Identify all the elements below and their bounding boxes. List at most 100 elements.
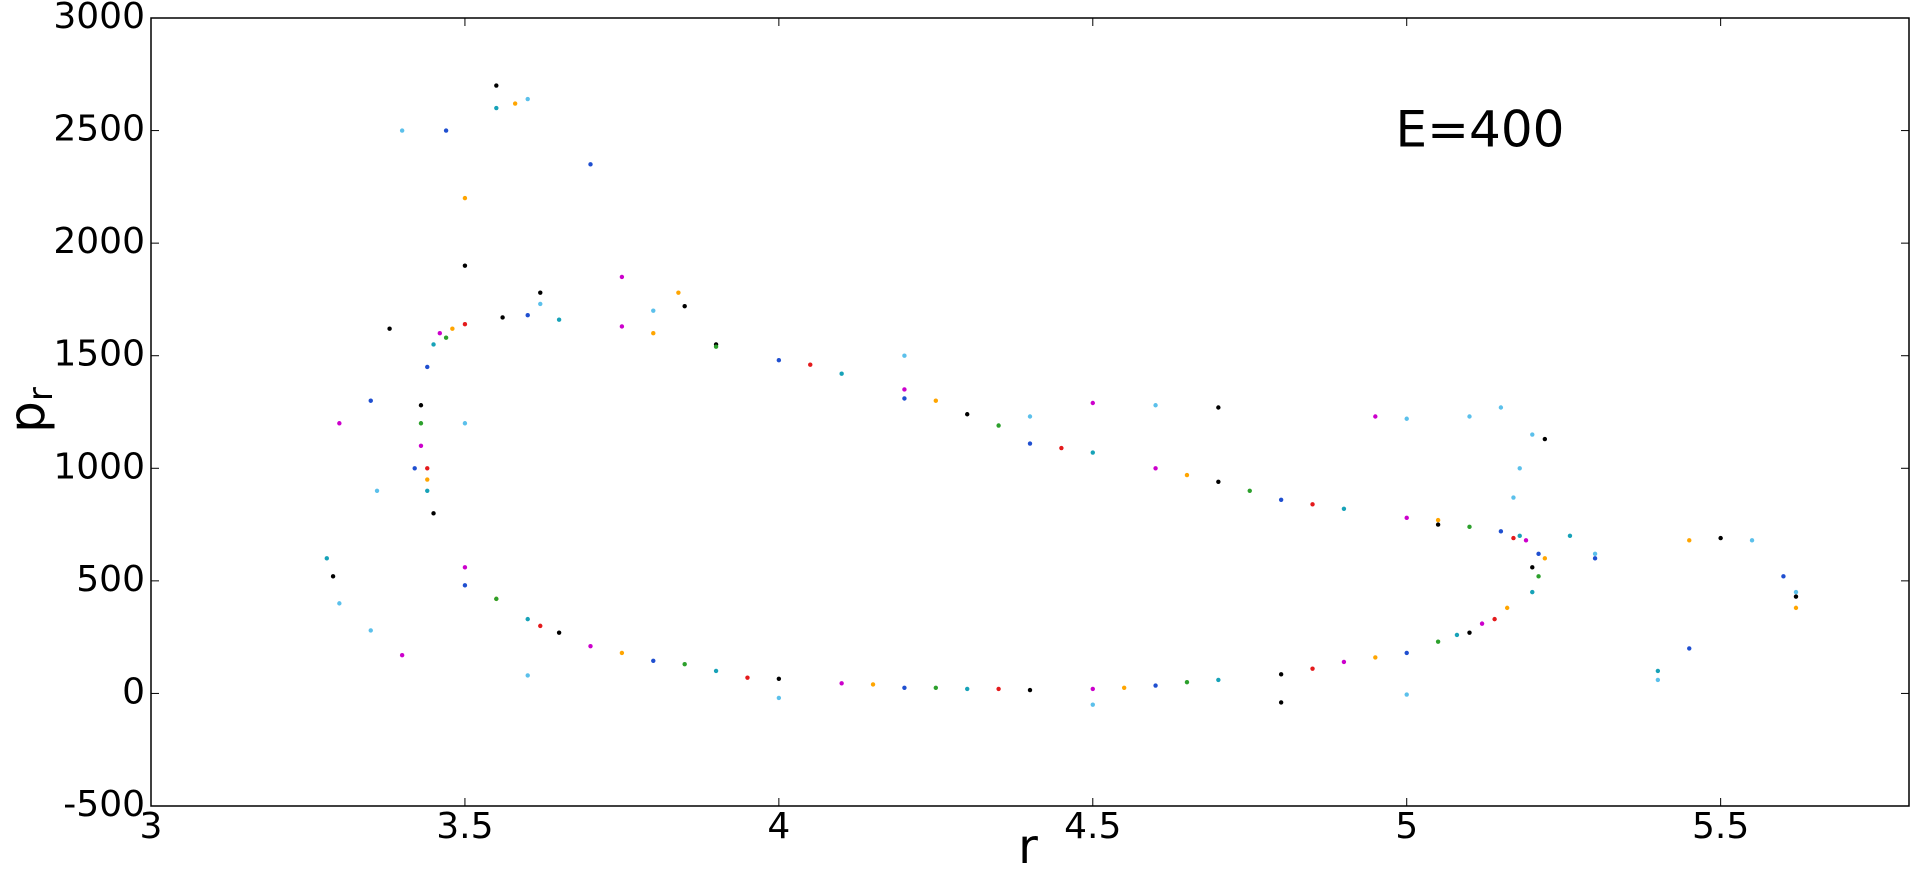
point bbox=[538, 623, 543, 629]
point bbox=[1523, 538, 1529, 543]
point bbox=[588, 643, 593, 649]
point bbox=[996, 686, 1001, 692]
x-tick-label: 3 bbox=[140, 806, 163, 847]
point bbox=[450, 326, 455, 331]
point bbox=[1027, 414, 1033, 419]
point bbox=[1536, 574, 1541, 579]
point bbox=[682, 661, 687, 667]
point bbox=[1153, 403, 1158, 408]
point bbox=[1435, 517, 1441, 523]
y-label-base: p bbox=[0, 401, 56, 433]
point bbox=[1517, 466, 1522, 471]
point bbox=[525, 673, 530, 678]
annotation: E=400 bbox=[1396, 101, 1565, 159]
point bbox=[330, 574, 336, 579]
point bbox=[1090, 686, 1095, 692]
point bbox=[1404, 692, 1409, 697]
point bbox=[933, 685, 939, 690]
point bbox=[1216, 479, 1221, 484]
point bbox=[839, 681, 844, 686]
point bbox=[425, 488, 430, 493]
point bbox=[619, 650, 625, 656]
point bbox=[902, 685, 907, 690]
point bbox=[965, 686, 970, 692]
point bbox=[1090, 450, 1095, 455]
point bbox=[1592, 551, 1598, 557]
point bbox=[443, 128, 449, 133]
point bbox=[619, 274, 625, 280]
y-tick-label: 1000 bbox=[53, 446, 145, 487]
point bbox=[776, 358, 782, 363]
point bbox=[494, 105, 499, 111]
point bbox=[462, 421, 468, 426]
point bbox=[839, 371, 844, 376]
point bbox=[676, 290, 681, 295]
point bbox=[1278, 700, 1284, 705]
point bbox=[1530, 589, 1535, 595]
point bbox=[1153, 683, 1158, 688]
point bbox=[1216, 405, 1221, 410]
point bbox=[776, 695, 782, 701]
point bbox=[1341, 506, 1347, 512]
point bbox=[1059, 445, 1064, 451]
point bbox=[1517, 533, 1522, 539]
point bbox=[1793, 594, 1799, 599]
y-tick-label: -500 bbox=[63, 784, 145, 825]
point bbox=[1278, 497, 1284, 503]
x-tick-label: 4.5 bbox=[1064, 806, 1121, 847]
point bbox=[1530, 565, 1535, 570]
point bbox=[1687, 538, 1692, 543]
point bbox=[1781, 574, 1786, 579]
point bbox=[431, 511, 436, 516]
point bbox=[462, 321, 468, 327]
point bbox=[1121, 685, 1127, 690]
point bbox=[462, 195, 468, 201]
point bbox=[399, 128, 405, 133]
point bbox=[412, 466, 417, 471]
point bbox=[1793, 589, 1799, 595]
plot-frame bbox=[150, 17, 1910, 807]
point bbox=[1090, 702, 1095, 707]
point bbox=[808, 362, 813, 367]
point bbox=[1655, 668, 1661, 674]
x-tick-label: 3.5 bbox=[436, 806, 493, 847]
point bbox=[619, 324, 625, 329]
point bbox=[431, 342, 436, 347]
point bbox=[462, 263, 468, 268]
point bbox=[1310, 502, 1315, 507]
point bbox=[1454, 632, 1460, 638]
point bbox=[1467, 524, 1472, 530]
x-tick-label: 5 bbox=[1395, 806, 1418, 847]
point bbox=[1511, 535, 1516, 541]
point bbox=[1373, 655, 1378, 660]
point bbox=[902, 396, 907, 401]
point bbox=[418, 443, 424, 448]
point bbox=[387, 326, 392, 331]
point bbox=[902, 387, 907, 392]
point bbox=[512, 101, 518, 106]
y-tick-label: 2500 bbox=[53, 109, 145, 150]
point bbox=[538, 301, 543, 307]
point bbox=[556, 317, 562, 322]
point bbox=[1492, 616, 1497, 622]
point bbox=[1153, 466, 1158, 471]
point bbox=[1793, 605, 1799, 611]
point bbox=[462, 565, 468, 570]
point bbox=[1404, 515, 1409, 521]
point bbox=[965, 412, 970, 417]
point bbox=[682, 303, 687, 309]
y-axis-label: pr bbox=[0, 387, 61, 433]
point bbox=[1373, 414, 1378, 419]
point bbox=[425, 477, 430, 482]
point bbox=[1718, 535, 1723, 541]
x-tick-label: 5.5 bbox=[1692, 806, 1749, 847]
point bbox=[651, 331, 656, 336]
point bbox=[324, 556, 329, 561]
point bbox=[1278, 672, 1284, 677]
point bbox=[1090, 400, 1095, 406]
point bbox=[996, 423, 1001, 428]
point bbox=[1498, 405, 1504, 410]
y-tick-label: 0 bbox=[122, 671, 145, 712]
point bbox=[525, 616, 530, 622]
